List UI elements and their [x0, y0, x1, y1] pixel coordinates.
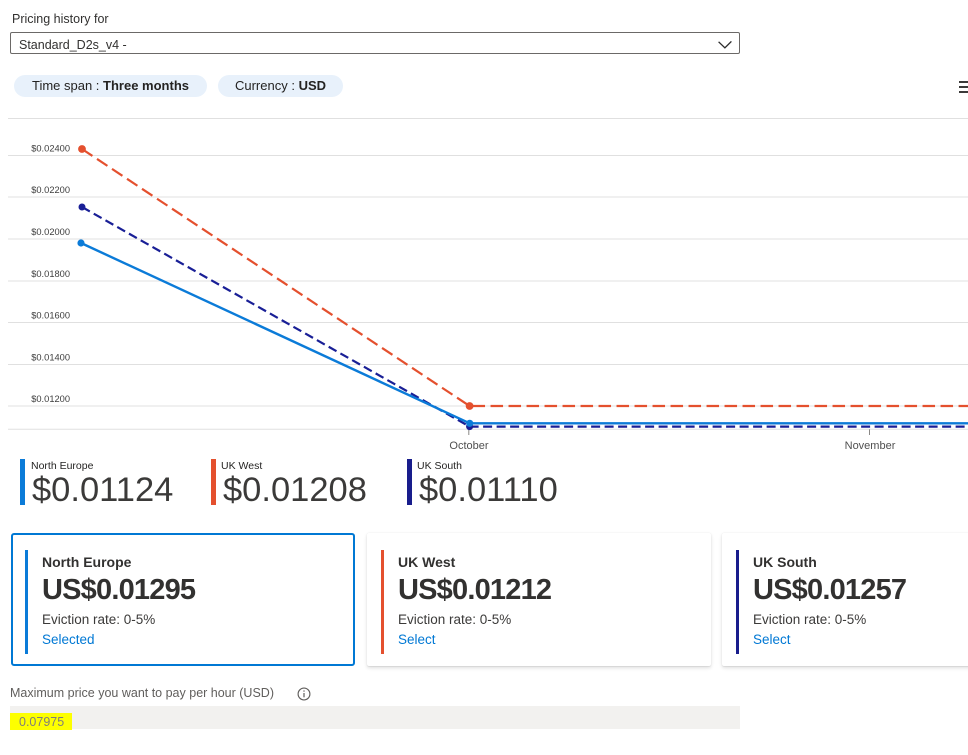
svg-text:$0.01200: $0.01200 — [31, 394, 70, 404]
svg-text:$0.02400: $0.02400 — [31, 144, 70, 154]
svg-text:$0.01600: $0.01600 — [31, 311, 70, 321]
svg-text:$0.02000: $0.02000 — [31, 227, 70, 237]
svg-text:$0.02200: $0.02200 — [31, 185, 70, 195]
svg-text:November: November — [845, 440, 896, 452]
svg-text:$0.01800: $0.01800 — [31, 269, 70, 279]
svg-text:October: October — [449, 440, 488, 452]
svg-text:$0.01400: $0.01400 — [31, 353, 70, 363]
